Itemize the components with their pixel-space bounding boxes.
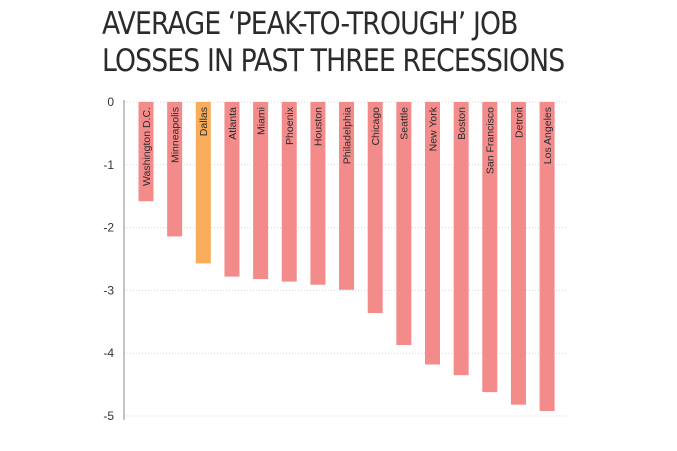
bars bbox=[138, 102, 555, 411]
bar bbox=[396, 102, 412, 346]
gridlines bbox=[123, 100, 566, 420]
bar bbox=[482, 102, 498, 393]
bar-label: San Francisco bbox=[485, 107, 497, 174]
bar bbox=[425, 102, 440, 365]
y-tick-label: -4 bbox=[103, 346, 114, 360]
y-tick-label: -2 bbox=[103, 221, 114, 235]
bar-label: Minneapolis bbox=[169, 107, 181, 163]
chart-title-line-2: losses in past three recessions bbox=[102, 43, 565, 79]
bar-label: New York bbox=[427, 106, 439, 151]
bar bbox=[510, 102, 526, 405]
bar bbox=[453, 102, 469, 376]
bar bbox=[310, 102, 326, 285]
bar-label: Los Angeles bbox=[542, 107, 554, 164]
bar-label: Dallas bbox=[198, 107, 210, 136]
bar-label: Seattle bbox=[399, 107, 411, 140]
bar bbox=[367, 102, 383, 314]
bar bbox=[195, 102, 211, 264]
bar bbox=[224, 102, 240, 277]
bar-label: Houston bbox=[313, 107, 325, 146]
bar-labels: Washington D.C. Minneapolis Dallas Atlanta M… bbox=[141, 106, 554, 186]
y-tick-label: -1 bbox=[103, 158, 114, 172]
y-tick-label: -5 bbox=[103, 409, 114, 423]
bar bbox=[339, 102, 355, 290]
bar-label: Detroit bbox=[513, 107, 525, 138]
bar-label: Miami bbox=[255, 107, 267, 135]
bar bbox=[539, 102, 555, 411]
bar-label: Philadelphia bbox=[341, 107, 353, 164]
chart-title-line-1: Average ‘peak-to-trough’ job bbox=[102, 6, 518, 42]
chart-title: Average ‘peak-to-trough’ job losses in p… bbox=[102, 6, 584, 80]
bar-label: Boston bbox=[456, 107, 468, 140]
y-axis-ticks: 0 -1 -2 -3 -4 -5 bbox=[103, 95, 114, 423]
bar bbox=[138, 102, 154, 202]
y-tick-label: -3 bbox=[103, 283, 114, 297]
bar bbox=[281, 102, 297, 282]
bar-label: Atlanta bbox=[227, 107, 239, 140]
bar bbox=[253, 102, 269, 280]
bar-label: Washington D.C. bbox=[141, 107, 153, 186]
bar bbox=[167, 102, 183, 237]
bar-label: Phoenix bbox=[284, 106, 296, 145]
bar-label: Chicago bbox=[370, 107, 382, 146]
y-tick-label: 0 bbox=[107, 95, 114, 109]
